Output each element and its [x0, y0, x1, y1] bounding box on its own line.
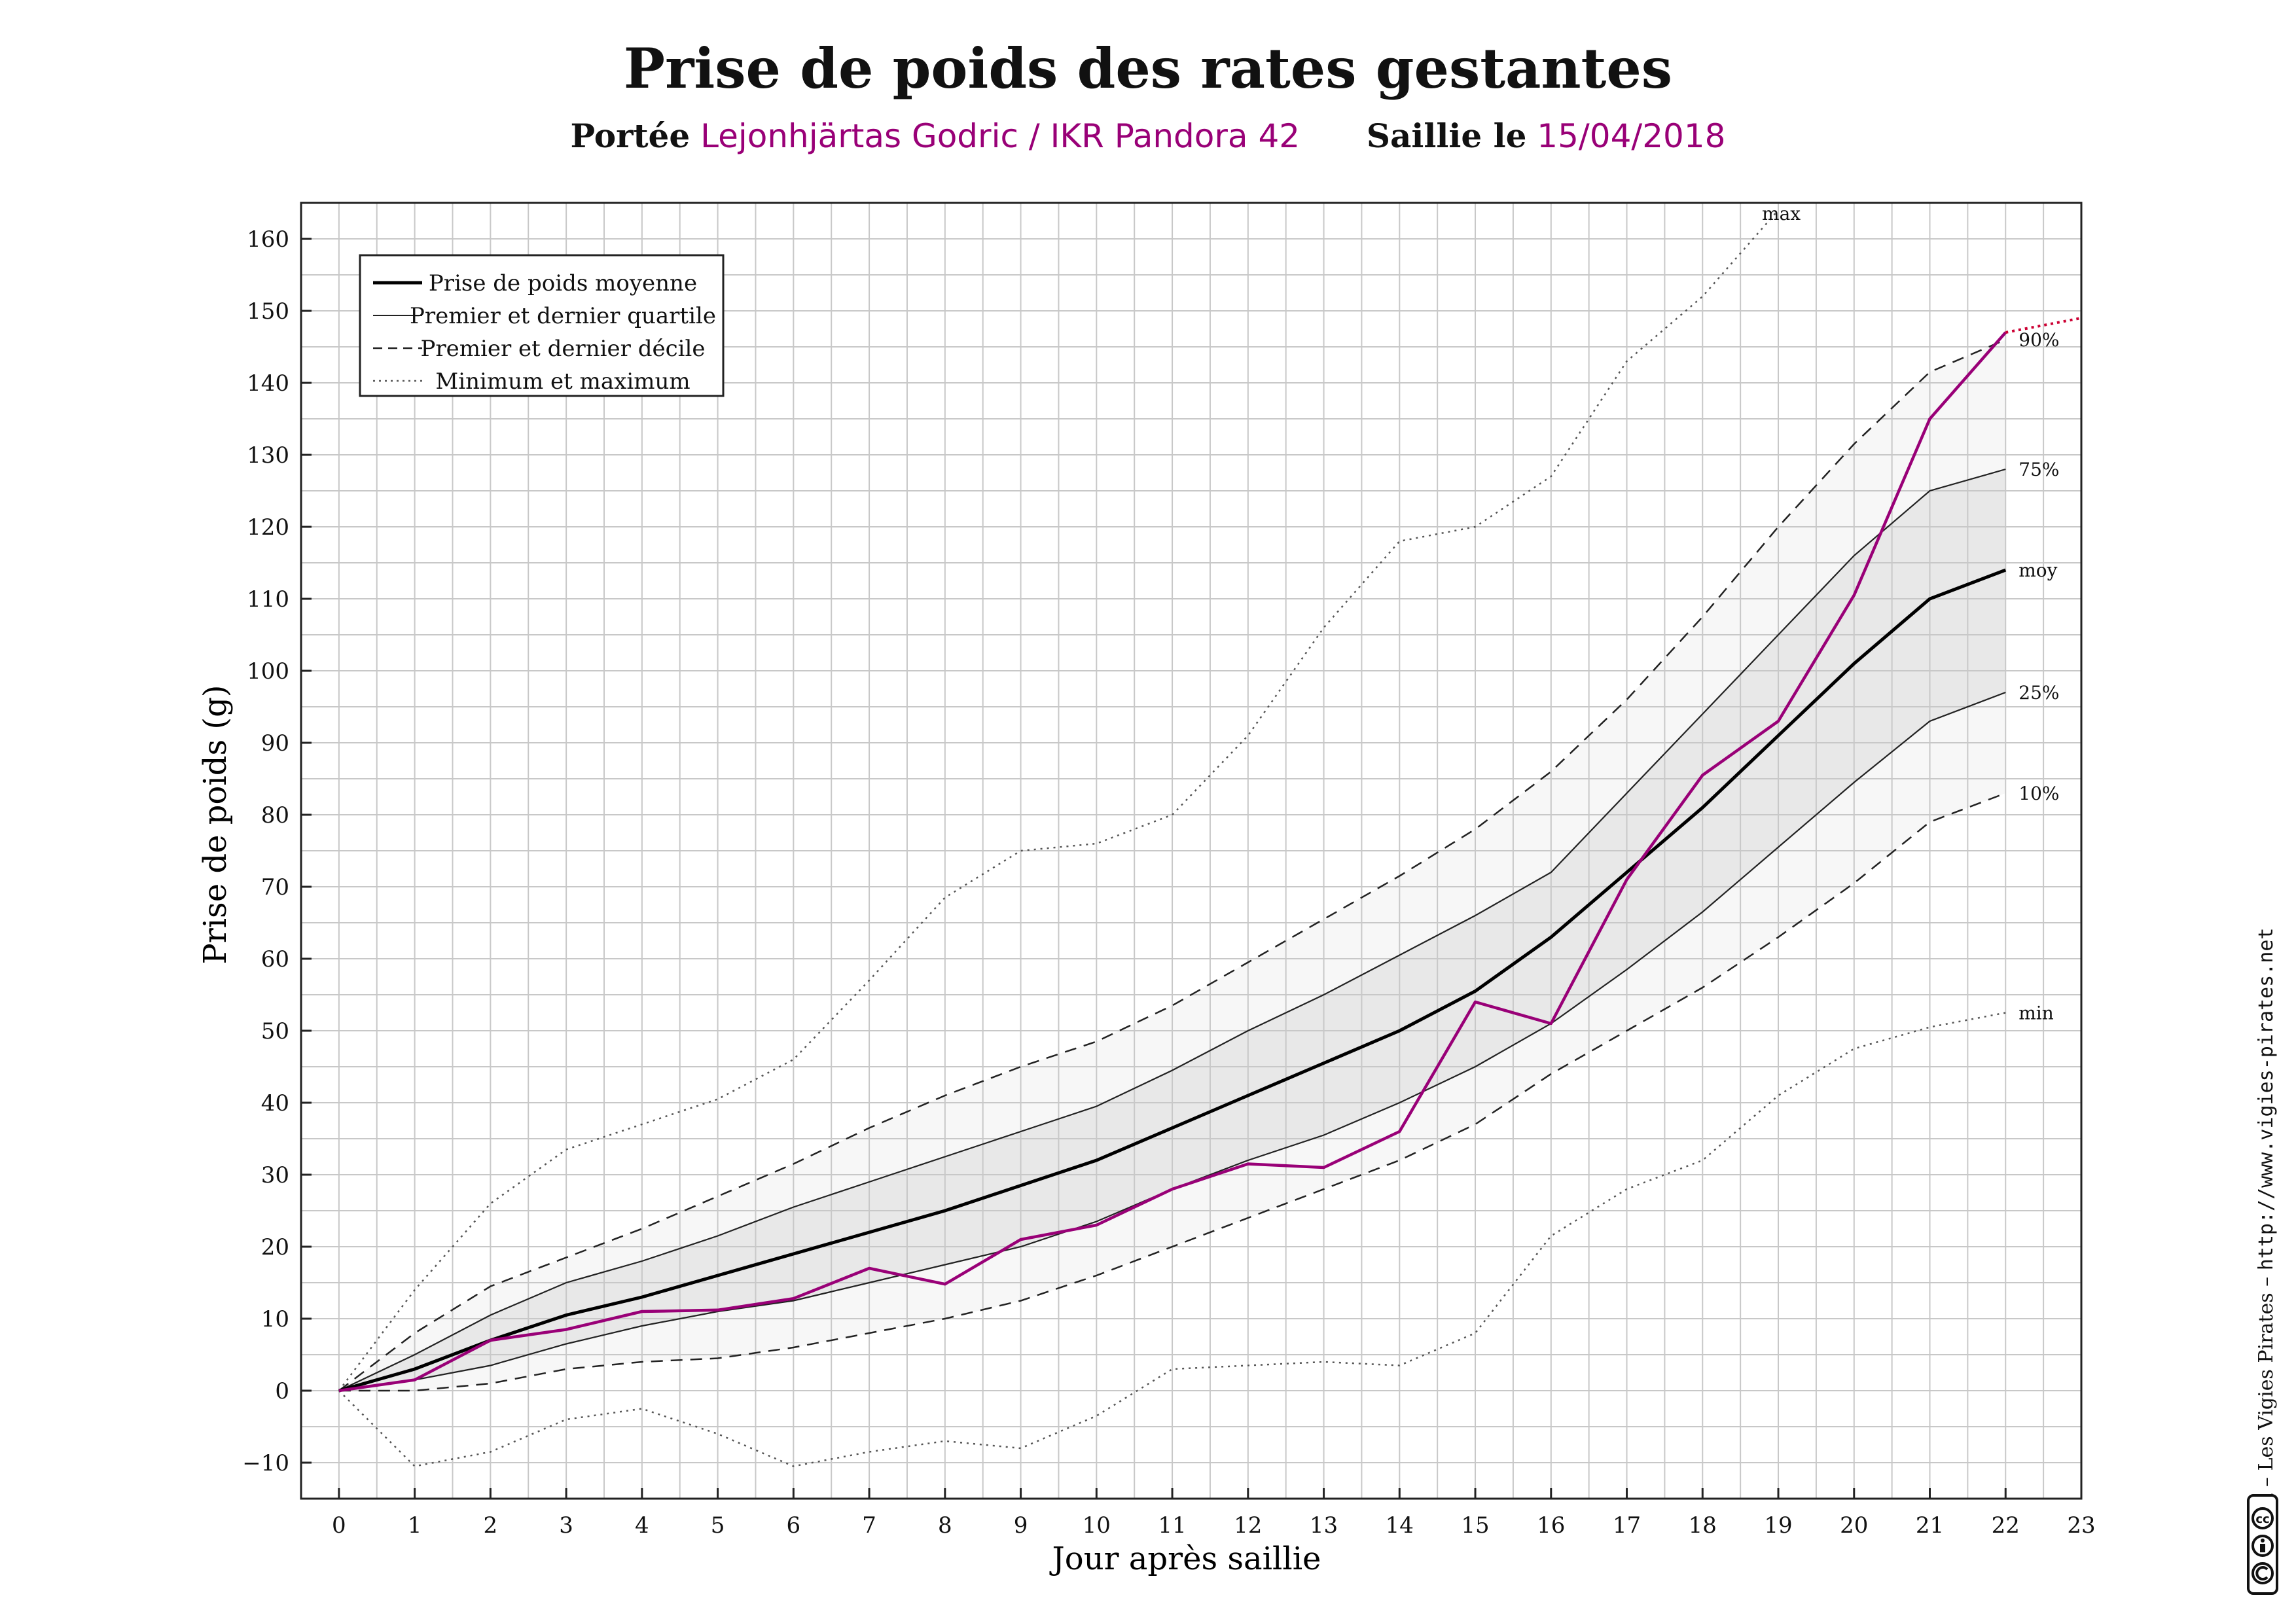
mating-value: 15/04/2018 — [1537, 117, 1726, 155]
credit-url[interactable]: http://www.vigies-pirates.net — [2255, 927, 2278, 1271]
x-tick-label: 8 — [938, 1512, 952, 1539]
chart-subtitle: Portée Lejonhjärtas Godric / IKR Pandora… — [0, 116, 2296, 155]
y-tick-label: 60 — [261, 946, 289, 972]
y-tick-label: 30 — [261, 1162, 289, 1188]
x-tick-label: 2 — [484, 1512, 498, 1539]
y-axis-label: Prise de poids (g) — [197, 685, 234, 964]
quartile-band — [338, 469, 2006, 1391]
y-tick-label: 10 — [261, 1306, 289, 1332]
x-tick-label: 13 — [1310, 1512, 1338, 1539]
tick-layer: 0 1 2 3 4 5 6 7 8 9 10 11 12 13 14 15 16 17 18 19 20 21 22 23−1… — [242, 226, 2095, 1539]
x-tick-label: 23 — [2067, 1512, 2095, 1539]
line-end-label: 90% — [2018, 329, 2059, 351]
legend-box — [359, 254, 725, 397]
series-line-mean — [338, 568, 2007, 1393]
line-end-label: max — [1762, 203, 1801, 224]
x-tick-label: 11 — [1158, 1512, 1186, 1539]
x-tick-label: 14 — [1386, 1512, 1414, 1539]
x-tick-label: 19 — [1764, 1512, 1792, 1539]
series-line-d9 — [338, 338, 2006, 1391]
series-line-q3 — [338, 468, 2006, 1391]
y-tick-label: 150 — [247, 298, 289, 325]
litter-value: Lejonhjärtas Godric / IKR Pandora 42 — [700, 117, 1300, 155]
y-tick-label: 0 — [275, 1378, 289, 1404]
y-tick-label: −10 — [242, 1450, 289, 1476]
legend-label: Premier et dernier décile — [420, 336, 705, 362]
creative-commons-icon: cc — [2247, 1494, 2278, 1595]
credit-line: N. Bertin – Les Vigies Pirates – http://… — [2255, 928, 2278, 1584]
x-tick-label: 12 — [1234, 1512, 1262, 1539]
x-tick-label: 9 — [1014, 1512, 1028, 1539]
y-tick-label: 40 — [261, 1090, 289, 1116]
x-tick-label: 16 — [1537, 1512, 1565, 1539]
y-tick-label: 90 — [261, 730, 289, 757]
x-tick-label: 21 — [1916, 1512, 1944, 1539]
line-end-label: 75% — [2018, 459, 2059, 480]
mating-label: Saillie le — [1366, 116, 1527, 155]
legend-label: Premier et dernier quartile — [410, 303, 716, 329]
legend-label: Minimum et maximum — [435, 368, 690, 395]
x-tick-label: 22 — [1992, 1512, 2020, 1539]
x-tick-label: 4 — [635, 1512, 649, 1539]
svg-text:cc: cc — [2255, 1512, 2269, 1526]
x-tick-label: 1 — [408, 1512, 422, 1539]
line-end-label: 25% — [2018, 682, 2059, 704]
y-tick-label: 130 — [247, 442, 289, 469]
litter-label: Portée — [570, 116, 691, 155]
x-tick-label: 3 — [559, 1512, 573, 1539]
series-layer — [338, 209, 2082, 1467]
y-tick-label: 50 — [261, 1018, 289, 1044]
x-tick-label: 10 — [1083, 1512, 1111, 1539]
x-tick-label: 20 — [1840, 1512, 1868, 1539]
x-tick-label: 5 — [711, 1512, 725, 1539]
y-tick-label: 20 — [261, 1234, 289, 1260]
chart-title: Prise de poids des rates gestantes — [623, 36, 1673, 101]
y-tick-label: 140 — [247, 370, 289, 397]
y-tick-label: 160 — [247, 226, 289, 253]
series-line-litter — [338, 331, 2007, 1393]
plot-frame — [300, 202, 2083, 1500]
y-tick-label: 120 — [247, 514, 289, 541]
line-end-label: moy — [2018, 560, 2057, 581]
y-tick-label: 70 — [261, 874, 289, 901]
x-tick-label: 17 — [1613, 1512, 1641, 1539]
line-end-label: min — [2018, 1003, 2054, 1024]
legend: Prise de poids moyenne Premier et dernier… — [359, 254, 725, 397]
legend-label: Prise de poids moyenne — [429, 270, 697, 296]
x-tick-label: 0 — [332, 1512, 346, 1539]
x-tick-label: 6 — [787, 1512, 801, 1539]
plot-border — [300, 202, 2083, 1500]
x-axis-label: Jour après saillie — [1049, 1541, 1321, 1577]
x-tick-label: 18 — [1689, 1512, 1717, 1539]
line-end-label: 10% — [2018, 783, 2059, 804]
line-label-layer: max 90% 75% moy 25% 10% min — [1762, 203, 2059, 1024]
y-tick-label: 110 — [247, 586, 289, 613]
x-tick-label: 15 — [1461, 1512, 1489, 1539]
y-tick-label: 100 — [247, 658, 289, 685]
series-line-d1 — [338, 792, 2006, 1392]
y-tick-label: 80 — [261, 802, 289, 829]
series-line-max — [338, 209, 1779, 1391]
x-tick-label: 7 — [862, 1512, 876, 1539]
